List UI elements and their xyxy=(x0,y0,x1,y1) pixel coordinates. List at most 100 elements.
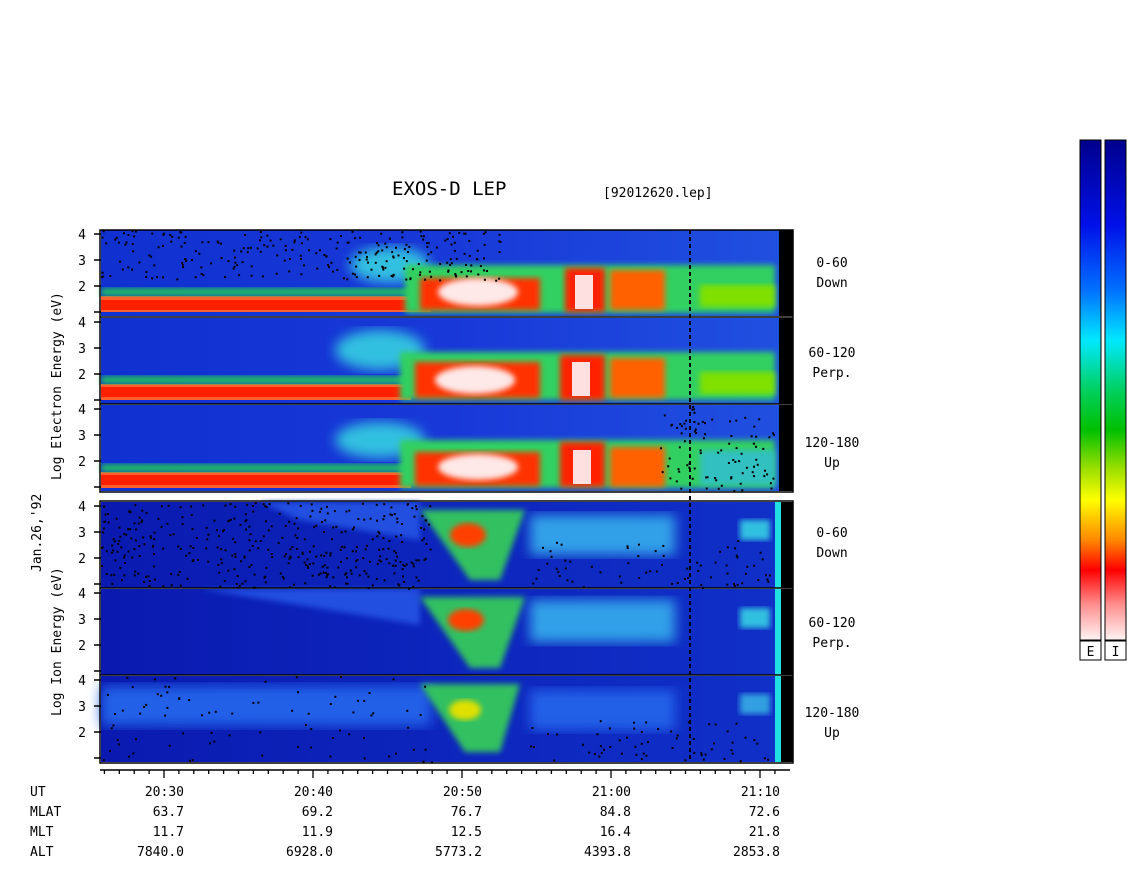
noise-dot xyxy=(288,520,291,523)
noise-dot xyxy=(252,701,255,704)
noise-dot xyxy=(306,238,309,241)
noise-dot xyxy=(326,566,329,569)
ephemeris-row-label: UT xyxy=(30,785,46,800)
noise-dot xyxy=(279,238,282,241)
noise-dot xyxy=(335,247,338,250)
noise-dot xyxy=(190,514,193,517)
noise-dot xyxy=(714,561,717,564)
noise-dot xyxy=(346,576,348,579)
noise-dot xyxy=(713,742,715,745)
noise-dot xyxy=(694,428,697,431)
noise-dot xyxy=(530,745,533,748)
noise-dot xyxy=(172,533,175,536)
noise-dot xyxy=(676,734,679,737)
noise-dot xyxy=(458,231,461,234)
noise-dot xyxy=(687,721,690,724)
noise-dot xyxy=(278,512,281,515)
noise-dot xyxy=(304,236,307,239)
noise-dot xyxy=(741,489,744,492)
noise-dot xyxy=(127,528,130,531)
noise-dot xyxy=(160,694,163,697)
noise-dot xyxy=(424,278,427,281)
noise-dot xyxy=(468,240,471,242)
noise-dot xyxy=(424,748,427,751)
noise-dot xyxy=(281,576,284,578)
noise-dot xyxy=(220,257,223,260)
noise-dot xyxy=(332,270,334,273)
noise-dot xyxy=(726,572,729,575)
noise-dot xyxy=(208,711,211,714)
noise-dot xyxy=(647,741,649,744)
noise-dot xyxy=(150,536,153,539)
noise-dot xyxy=(166,706,169,709)
noise-dot xyxy=(288,557,291,560)
noise-dot xyxy=(675,480,678,483)
noise-dot xyxy=(202,274,205,277)
noise-dot xyxy=(296,548,299,550)
noise-dot xyxy=(250,274,253,277)
noise-dot xyxy=(194,250,197,253)
noise-dot xyxy=(708,723,711,726)
noise-dot xyxy=(343,546,346,549)
noise-dot xyxy=(368,692,371,694)
noise-dot xyxy=(483,269,486,272)
noise-dot xyxy=(368,560,371,563)
noise-dot xyxy=(124,243,127,246)
noise-dot xyxy=(680,432,683,435)
noise-dot xyxy=(400,523,403,525)
noise-dot xyxy=(217,564,220,566)
noise-dot xyxy=(299,504,302,507)
panel-label: 60-120 Perp. xyxy=(782,344,882,384)
noise-dot xyxy=(378,532,381,535)
noise-dot xyxy=(396,555,399,558)
noise-dot xyxy=(385,558,388,561)
noise-dot xyxy=(351,528,354,531)
noise-dot xyxy=(755,435,758,438)
noise-dot xyxy=(348,509,351,512)
noise-dot xyxy=(178,697,181,700)
noise-dot xyxy=(344,573,347,576)
noise-dot xyxy=(626,547,629,550)
y-tick-label: 3 xyxy=(78,613,86,628)
noise-dot xyxy=(312,562,315,565)
noise-dot xyxy=(149,535,152,538)
noise-dot xyxy=(388,562,391,565)
noise-dot xyxy=(279,572,282,575)
noise-dot xyxy=(693,430,696,433)
ephemeris-value: 63.7 xyxy=(153,805,184,820)
noise-dot xyxy=(483,278,486,281)
noise-dot xyxy=(216,546,219,549)
noise-dot xyxy=(118,526,121,529)
noise-dot xyxy=(235,582,238,585)
noise-dot xyxy=(189,759,191,762)
noise-dot xyxy=(753,739,756,742)
noise-dot xyxy=(452,235,454,238)
noise-dot xyxy=(329,585,332,588)
noise-dot xyxy=(381,249,384,252)
noise-dot xyxy=(224,549,227,552)
noise-dot xyxy=(301,551,304,554)
noise-dot xyxy=(162,276,164,279)
noise-dot xyxy=(145,703,148,706)
noise-dot xyxy=(130,537,133,540)
y-tick-label: 2 xyxy=(78,280,86,295)
noise-dot xyxy=(295,676,298,679)
noise-dot xyxy=(397,254,400,257)
noise-dot xyxy=(110,727,113,730)
noise-dot xyxy=(168,685,171,688)
noise-dot xyxy=(118,241,120,244)
noise-dot xyxy=(618,575,621,578)
noise-dot xyxy=(143,543,146,546)
noise-dot xyxy=(138,261,141,264)
noise-dot xyxy=(564,559,567,562)
noise-dot xyxy=(169,534,172,537)
noise-dot xyxy=(113,540,116,543)
noise-dot xyxy=(229,518,232,521)
noise-dot xyxy=(190,505,193,508)
noise-dot xyxy=(401,231,404,234)
noise-dot xyxy=(377,244,380,247)
noise-dot xyxy=(111,582,114,585)
noise-dot xyxy=(104,520,106,523)
y-tick-label: 3 xyxy=(78,700,86,715)
noise-dot xyxy=(292,583,295,586)
